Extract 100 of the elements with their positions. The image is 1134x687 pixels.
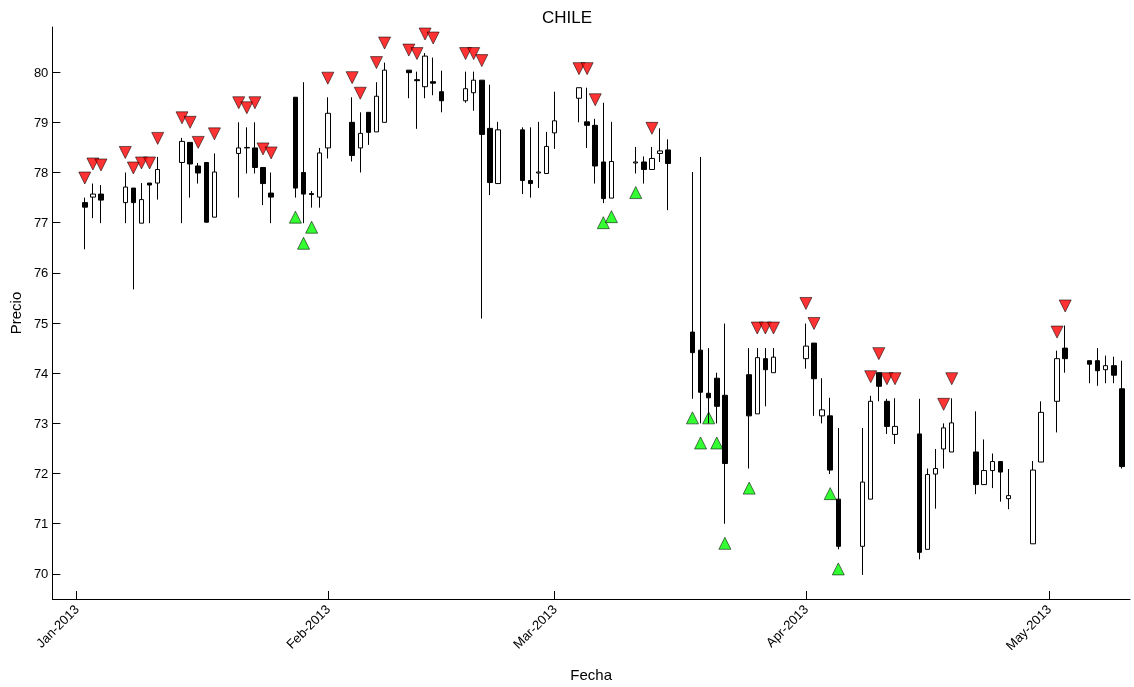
candlestick bbox=[868, 395, 873, 500]
point bbox=[370, 56, 383, 69]
candlestick bbox=[1006, 468, 1011, 510]
point bbox=[945, 372, 959, 386]
point bbox=[864, 370, 878, 384]
point bbox=[127, 161, 140, 175]
candlestick bbox=[973, 410, 979, 495]
y-axis-title: Precio bbox=[7, 291, 24, 335]
candlestick bbox=[495, 121, 501, 185]
candlestick bbox=[601, 102, 606, 204]
y-tick-label: 75 bbox=[33, 315, 49, 331]
candlestick bbox=[1095, 347, 1100, 387]
point bbox=[475, 54, 489, 67]
candlestick bbox=[576, 87, 582, 123]
point bbox=[718, 536, 732, 550]
candlestick bbox=[131, 187, 136, 290]
point bbox=[694, 436, 707, 450]
candlestick bbox=[358, 111, 363, 174]
y-tick-label: 74 bbox=[33, 365, 49, 381]
candlestick bbox=[430, 57, 436, 96]
y-tick-label: 79 bbox=[33, 114, 49, 130]
point bbox=[588, 93, 602, 107]
candlestick bbox=[406, 69, 412, 99]
candlestick bbox=[1038, 400, 1044, 463]
candlestick bbox=[479, 79, 485, 320]
candlestick bbox=[349, 96, 355, 162]
point bbox=[831, 562, 845, 576]
point bbox=[742, 481, 756, 495]
candlestick bbox=[1087, 360, 1092, 384]
candlestick bbox=[819, 377, 825, 424]
candlestick bbox=[98, 184, 104, 224]
point bbox=[248, 96, 262, 110]
candlestick bbox=[609, 121, 614, 199]
y-tick-label: 71 bbox=[33, 516, 49, 532]
point bbox=[710, 436, 724, 450]
candlestick bbox=[552, 91, 557, 150]
candlestick bbox=[244, 126, 250, 175]
point bbox=[353, 86, 367, 100]
point bbox=[799, 297, 813, 310]
point bbox=[256, 142, 270, 156]
point bbox=[596, 216, 610, 230]
candlestick bbox=[544, 131, 549, 175]
candlestick bbox=[941, 422, 946, 470]
candlestick bbox=[147, 182, 152, 224]
x-axis-title: Fecha bbox=[570, 666, 613, 683]
point bbox=[78, 171, 92, 185]
candlestick bbox=[260, 166, 266, 206]
y-tick-label: 78 bbox=[33, 165, 49, 181]
candlestick bbox=[123, 172, 128, 224]
chart-title: CHILE bbox=[541, 8, 593, 27]
point bbox=[94, 158, 108, 172]
candlestick bbox=[592, 118, 598, 185]
candlestick bbox=[746, 347, 752, 470]
point bbox=[410, 47, 424, 60]
point bbox=[467, 47, 481, 60]
candlestick bbox=[90, 183, 96, 219]
point bbox=[378, 36, 391, 50]
candlestick bbox=[860, 427, 865, 576]
candlestick bbox=[811, 342, 817, 417]
point bbox=[321, 71, 335, 85]
point bbox=[767, 321, 780, 335]
point bbox=[937, 397, 950, 411]
point bbox=[605, 210, 618, 224]
y-tick-label: 73 bbox=[33, 415, 49, 431]
point bbox=[151, 132, 165, 145]
point bbox=[264, 146, 278, 160]
candlestick bbox=[998, 461, 1003, 503]
candlestick bbox=[187, 141, 193, 199]
candlestick bbox=[139, 182, 144, 224]
candlestick bbox=[487, 84, 493, 196]
candlestick bbox=[641, 155, 647, 185]
point bbox=[872, 347, 886, 360]
candlestick bbox=[212, 152, 217, 218]
point bbox=[1050, 325, 1064, 339]
candlestick bbox=[179, 137, 185, 224]
candlestick bbox=[1119, 360, 1125, 470]
candlestick bbox=[771, 347, 776, 374]
candlestick bbox=[892, 397, 898, 445]
candlestick bbox=[82, 197, 88, 250]
point bbox=[402, 43, 416, 57]
candlestick bbox=[414, 71, 420, 130]
candlestick bbox=[633, 146, 638, 175]
candlestick bbox=[884, 398, 890, 435]
candlestick bbox=[325, 96, 331, 159]
point bbox=[345, 71, 359, 85]
point bbox=[418, 27, 432, 41]
candlestick bbox=[917, 398, 922, 560]
point bbox=[118, 146, 132, 159]
point bbox=[426, 31, 440, 45]
y-tick-label: 77 bbox=[33, 215, 49, 231]
y-tick-label: 72 bbox=[33, 466, 49, 482]
point bbox=[686, 411, 699, 425]
point bbox=[823, 487, 837, 500]
point bbox=[888, 372, 902, 386]
candlestick bbox=[374, 81, 379, 133]
point bbox=[580, 62, 594, 75]
candlestick bbox=[536, 121, 541, 189]
candlestick bbox=[698, 156, 703, 424]
candlestick bbox=[520, 126, 525, 195]
candlestick bbox=[204, 161, 209, 224]
